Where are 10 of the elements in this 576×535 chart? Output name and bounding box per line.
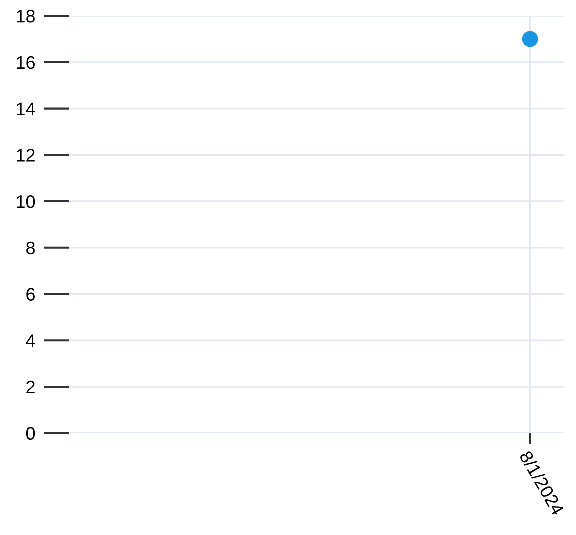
y-tick-label: 2 <box>26 380 35 394</box>
y-tick-label: 12 <box>17 149 35 162</box>
y-tick-label: 16 <box>17 56 35 70</box>
y-tick-label: 0 <box>26 427 36 440</box>
y-tick-label: 4 <box>26 334 36 348</box>
y-tick-label: 8 <box>26 242 35 255</box>
y-tick-label: 18 <box>17 10 36 23</box>
y-tick-label: 14 <box>17 102 36 116</box>
y-tick-label: 10 <box>17 195 36 208</box>
y-tick-label: 6 <box>26 288 35 301</box>
